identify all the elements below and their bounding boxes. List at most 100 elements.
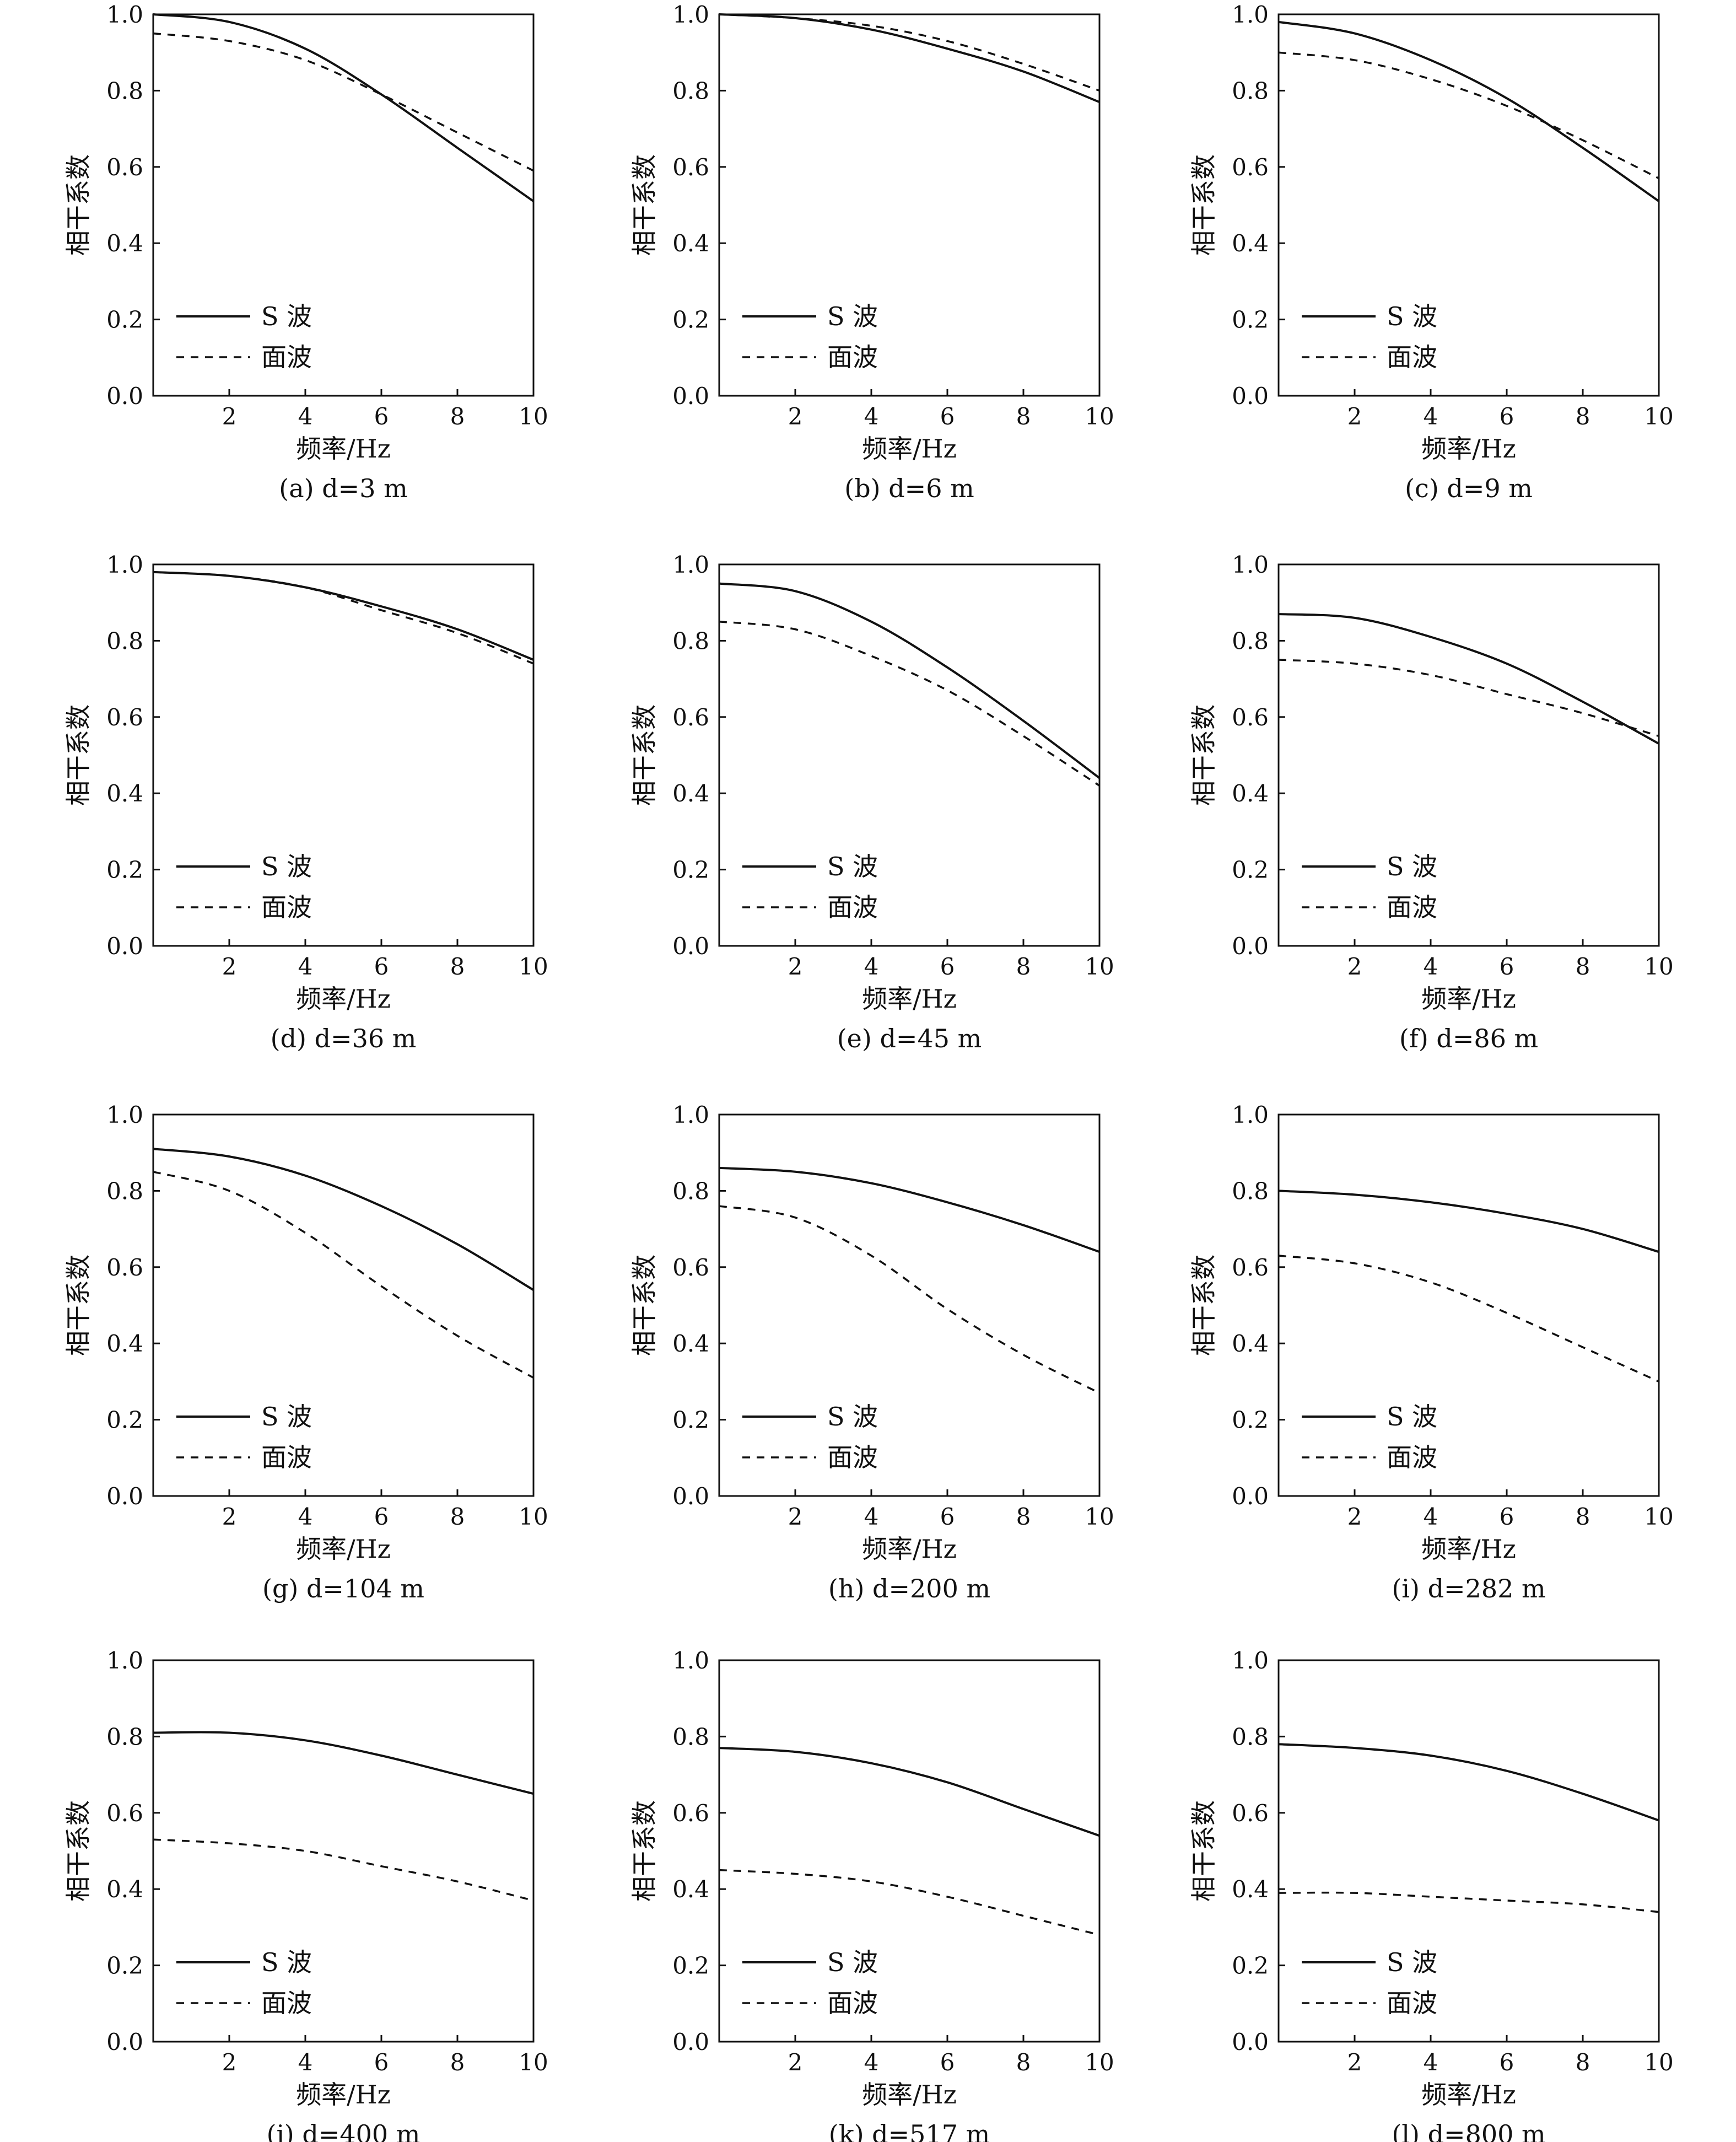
y-tick-label: 1.0 [106,1101,143,1128]
y-tick-label: 0.2 [106,306,143,333]
x-tick-label: 6 [1500,1503,1514,1530]
x-tick-label: 6 [1500,403,1514,430]
y-tick-label: 1.0 [106,551,143,578]
legend-label: 面波 [827,1988,878,2018]
y-tick-label: 1.0 [672,1647,709,1674]
y-tick-label: 1.0 [672,1101,709,1128]
y-tick-label: 0.0 [1232,1483,1269,1510]
y-axis-label: 相干系数 [63,1255,93,1356]
x-tick-label: 4 [1424,1503,1438,1530]
plot-frame [718,1659,1101,2043]
x-tick-label: 4 [298,2049,313,2076]
y-tick-label: 0.8 [1232,1723,1269,1750]
legend-label: S 波 [261,1402,312,1431]
x-tick-label: 10 [1085,1503,1114,1530]
subplot-l: 0.0 0.2 0.4 0.6 0.8 1.0 2 4 6 8 10 频率/Hz 相干系数 (l) d=8… [1189,1647,1674,2142]
y-tick-label: 0.4 [106,1330,143,1357]
y-tick-label: 1.0 [672,551,709,578]
x-tick-label: 10 [1085,403,1114,430]
x-tick-label: 2 [222,2049,237,2076]
x-tick-label: 10 [519,1503,548,1530]
y-tick-label: 0.6 [106,1254,143,1281]
legend-label: S 波 [827,1402,878,1431]
x-tick-label: 10 [1085,953,1114,980]
y-tick-label: 0.4 [106,780,143,807]
x-tick-label: 10 [1644,2049,1673,2076]
x-tick-label: 10 [519,403,548,430]
x-axis-label: 频率/Hz [862,2080,957,2109]
y-tick-label: 1.0 [1232,1,1269,28]
y-tick-label: 0.6 [106,1800,143,1827]
y-tick-label: 1.0 [106,1,143,28]
x-tick-label: 8 [1576,403,1591,430]
x-tick-label: 2 [788,2049,803,2076]
y-axis-label: 相干系数 [1189,154,1219,256]
x-axis-label: 频率/Hz [296,984,391,1014]
subplot-g: 0.0 0.2 0.4 0.6 0.8 1.0 2 4 6 8 10 频率/Hz 相干系数 (g) d=1… [63,1101,548,1603]
legend-label: S 波 [1387,1947,1437,1977]
y-tick-label: 0.8 [1232,1177,1269,1204]
x-tick-label: 6 [940,953,955,980]
plot-frame [1277,13,1660,397]
y-tick-label: 0.2 [672,857,709,884]
s-wave-line [153,1148,535,1291]
y-tick-label: 0.0 [672,2028,709,2055]
y-tick-label: 0.4 [1232,1330,1269,1357]
y-tick-label: 0.4 [106,230,143,257]
subplot-caption: (c) d=9 m [1405,473,1533,503]
subplot-j: 0.0 0.2 0.4 0.6 0.8 1.0 2 4 6 8 10 频率/Hz 相干系数 (j) d=4… [63,1647,548,2142]
y-tick-label: 0.8 [1232,77,1269,104]
y-axis-label: 相干系数 [63,704,93,806]
y-tick-label: 0.4 [1232,230,1269,257]
y-axis-label: 相干系数 [629,1255,659,1356]
x-tick-label: 2 [1347,2049,1362,2076]
legend-label: S 波 [261,852,312,881]
x-tick-label: 6 [1500,953,1514,980]
y-tick-label: 0.4 [672,780,709,807]
y-axis-label: 相干系数 [629,1800,659,1902]
x-tick-label: 10 [1085,2049,1114,2076]
subplot-c: 0.0 0.2 0.4 0.6 0.8 1.0 2 4 6 8 10 频率/Hz 相干系数 (c) d=9… [1189,1,1674,503]
x-tick-label: 8 [450,2049,465,2076]
subplot-caption: (l) d=800 m [1392,2119,1545,2142]
s-wave-line [1278,612,1659,745]
y-tick-label: 0.6 [106,704,143,731]
s-wave-line [153,571,534,661]
x-tick-label: 10 [1644,953,1673,980]
y-tick-label: 0.2 [1232,306,1269,333]
x-tick-label: 8 [1016,953,1031,980]
y-tick-label: 0.6 [672,154,709,181]
x-axis-label: 频率/Hz [296,1534,391,1564]
s-wave-line [719,582,1101,779]
y-tick-label: 0.8 [672,1723,709,1750]
surface-wave-line [1278,659,1659,738]
x-tick-label: 2 [222,953,237,980]
legend-label: 面波 [827,1443,878,1472]
plot-frame [152,1113,535,1497]
subplot-i: 0.0 0.2 0.4 0.6 0.8 1.0 2 4 6 8 10 频率/Hz 相干系数 (i) d=2… [1189,1101,1674,1603]
y-tick-label: 0.6 [1232,1254,1269,1281]
x-axis-label: 频率/Hz [1421,434,1516,464]
y-tick-label: 0.8 [1232,627,1269,654]
y-axis-label: 相干系数 [1189,704,1219,806]
s-wave-line [153,1731,534,1795]
x-tick-label: 8 [1016,403,1031,430]
x-tick-label: 6 [940,1503,955,1530]
y-tick-label: 0.0 [672,1483,709,1510]
x-tick-label: 8 [1576,2049,1591,2076]
plot-frame [1277,1113,1660,1497]
legend-label: 面波 [261,1988,312,2018]
legend-label: S 波 [261,1947,312,1977]
y-tick-label: 0.0 [672,933,709,960]
y-tick-label: 0.2 [106,1952,143,1979]
y-tick-label: 0.6 [672,1800,709,1827]
subplot-caption: (f) d=86 m [1399,1024,1538,1053]
y-tick-label: 0.4 [1232,780,1269,807]
x-tick-label: 2 [222,403,237,430]
subplot-caption: (k) d=517 m [829,2119,990,2142]
y-tick-label: 0.0 [106,2028,143,2055]
x-tick-label: 4 [864,1503,879,1530]
x-tick-label: 8 [1016,2049,1031,2076]
y-tick-label: 0.4 [672,1330,709,1357]
x-axis-label: 频率/Hz [1421,1534,1516,1564]
